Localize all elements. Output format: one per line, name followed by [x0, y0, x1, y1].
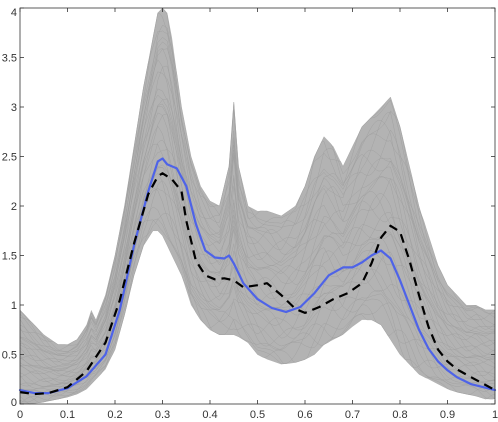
x-tick-label: 0.2 [107, 409, 122, 421]
band-curve [19, 7, 496, 352]
band-curve [19, 188, 496, 387]
x-tick-label: 0.9 [440, 409, 455, 421]
y-tick-label: 0.5 [2, 350, 17, 362]
y-tick-label: 1.5 [2, 251, 17, 263]
band-curve [19, 41, 496, 353]
y-tick-label: 4 [11, 7, 17, 19]
band-curve [19, 180, 496, 397]
band-curve [19, 206, 496, 405]
y-tick-label: 0 [11, 397, 17, 409]
band-curve [19, 94, 496, 362]
band-curve [19, 113, 496, 377]
band-area [20, 8, 495, 404]
x-tick-label: 0.7 [345, 409, 360, 421]
y-tick-label: 2.5 [2, 152, 17, 164]
band-curve [19, 30, 496, 346]
band-curve [19, 219, 496, 403]
x-tick-label: 0.3 [155, 409, 170, 421]
band-curve [19, 112, 496, 369]
x-tick-label: 0.4 [202, 409, 217, 421]
band-curve [19, 213, 496, 397]
x-tick-label: 0.8 [392, 409, 407, 421]
y-tick-label: 3 [11, 102, 17, 114]
x-tick-label: 0 [17, 409, 23, 421]
x-tick-label: 0.5 [250, 409, 265, 421]
y-tick-label: 3.5 [2, 53, 17, 65]
band-curve [19, 230, 496, 405]
axis-ticks: 0 0.1 0.2 0.3 0.4 0.5 0.6 0.7 0.8 0.9 1 0 0.5 1 1.5 2 2.… [2, 7, 498, 421]
y-tick-label: 2 [11, 201, 17, 213]
band-curve [19, 148, 496, 377]
band-curve [19, 24, 496, 355]
y-tick-label: 1 [11, 300, 17, 312]
x-tick-label: 1 [492, 409, 498, 421]
band-curve [19, 172, 496, 393]
dashed-series-line [19, 172, 496, 396]
series-layer [18, 157, 497, 396]
band-curve [19, 98, 496, 366]
x-tick-label: 0.6 [297, 409, 312, 421]
band-curve [19, 37, 496, 352]
x-tick-label: 0.1 [60, 409, 75, 421]
band-curve [19, 12, 496, 345]
band-curve [19, 59, 496, 356]
